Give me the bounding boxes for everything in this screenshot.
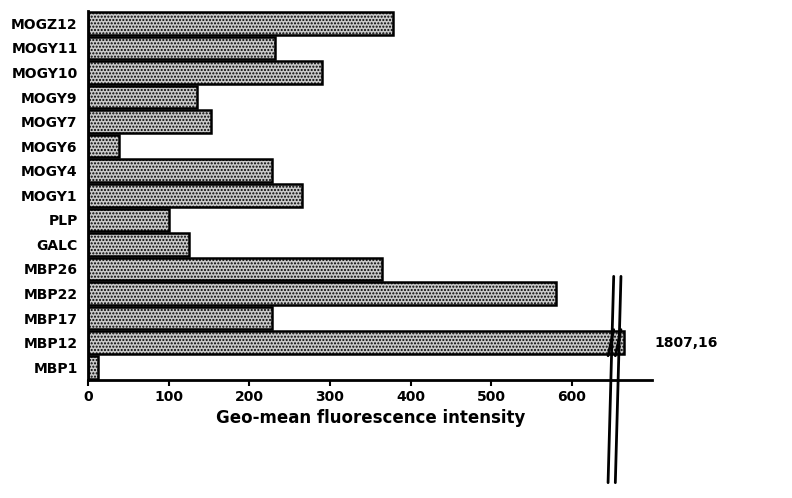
Bar <box>88 307 272 329</box>
Bar <box>88 282 556 305</box>
Bar <box>88 12 393 35</box>
Bar <box>88 159 272 182</box>
Bar <box>88 209 169 231</box>
Bar <box>88 257 383 280</box>
Bar <box>88 135 119 157</box>
Bar <box>88 61 322 84</box>
Bar <box>88 233 189 256</box>
Bar <box>88 356 98 378</box>
Text: 1807,16: 1807,16 <box>654 336 718 350</box>
Bar <box>88 86 197 109</box>
X-axis label: Geo-mean fluorescence intensity: Geo-mean fluorescence intensity <box>215 409 525 427</box>
Bar <box>88 111 211 133</box>
Bar <box>88 184 302 207</box>
Bar <box>88 331 624 354</box>
Bar <box>88 37 275 59</box>
